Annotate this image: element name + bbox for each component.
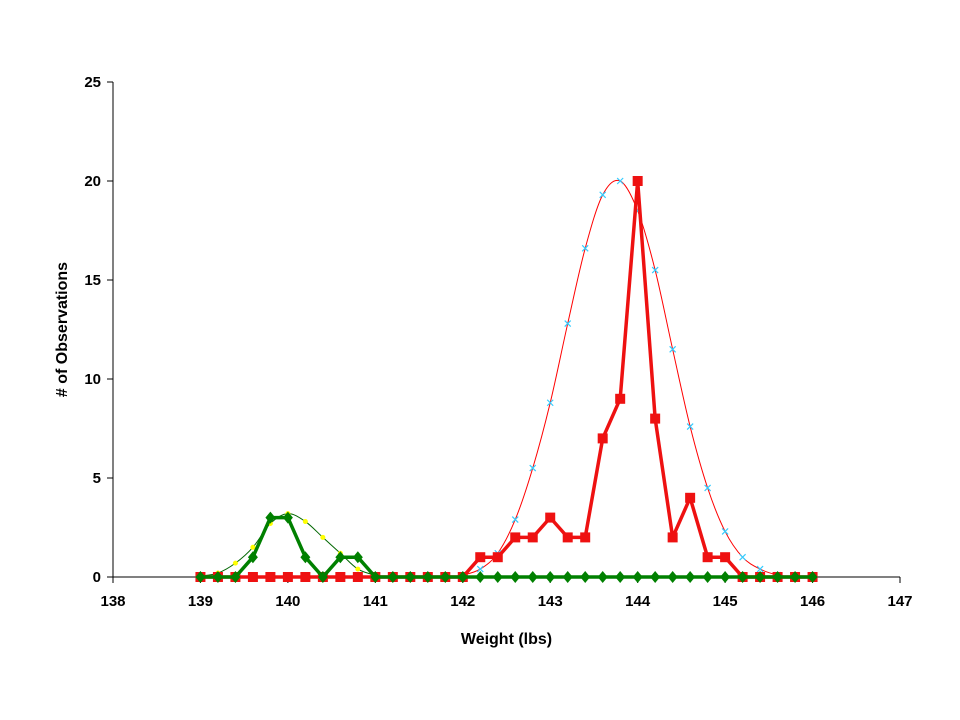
data-point-square (597, 433, 608, 444)
data-point-square (475, 552, 486, 563)
series-layer (195, 176, 818, 583)
data-point-diamond (772, 571, 783, 583)
data-point-diamond (755, 571, 766, 583)
data-point-square (492, 552, 503, 563)
data-point-x (686, 423, 694, 430)
data-point-square (667, 532, 678, 543)
y-axis-title: # of Observations (54, 262, 71, 397)
axes: 0 5 10 15 20 25 138 139 140 141 142 143 144 145 146 147 (84, 74, 912, 610)
data-point-diamond (632, 571, 643, 583)
data-point-diamond (597, 571, 608, 583)
data-point-square (265, 572, 276, 582)
data-point-diamond (317, 571, 328, 583)
y-tick-label: 0 (93, 569, 101, 586)
data-point-diamond (545, 571, 556, 583)
data-point-diamond (230, 571, 241, 583)
data-point-diamond (615, 571, 626, 583)
data-point-square (632, 176, 643, 186)
data-point-diamond (475, 571, 486, 583)
data-point-diamond (685, 571, 696, 583)
data-point-diamond (457, 571, 468, 583)
x-tick-label: 138 (100, 593, 125, 610)
x-tick-label: 141 (363, 593, 388, 610)
data-point-diamond (790, 571, 801, 583)
data-point-diamond (352, 551, 363, 564)
data-point-diamond (300, 551, 311, 564)
data-point-square (562, 532, 573, 543)
data-point-square (650, 413, 661, 424)
data-point-diamond (422, 571, 433, 583)
x-tick-label: 139 (188, 593, 213, 610)
y-tick-label: 20 (84, 173, 101, 190)
x-tick-label: 140 (275, 593, 300, 610)
data-point-square (282, 572, 293, 582)
data-point-x (756, 565, 764, 573)
data-point-x (616, 177, 624, 185)
series-4 (195, 511, 818, 583)
data-point-square (685, 492, 696, 503)
data-point-x (564, 320, 572, 327)
data-point-square (335, 572, 346, 582)
data-point-x (599, 191, 607, 199)
x-axis-title: Weight (lbs) (461, 631, 552, 648)
data-point-x (669, 345, 677, 353)
data-point-diamond (720, 571, 731, 583)
data-point-diamond (667, 571, 678, 583)
data-point-dot (250, 544, 256, 550)
data-point-square (545, 512, 556, 523)
data-point-x (511, 516, 519, 524)
y-tick-label: 15 (84, 272, 101, 289)
data-point-diamond (405, 571, 416, 583)
data-point-square (352, 572, 363, 582)
data-point-dot (302, 519, 308, 525)
x-tick-label: 144 (625, 593, 651, 610)
data-point-diamond (212, 571, 223, 583)
data-point-diamond (702, 571, 713, 583)
data-point-diamond (247, 551, 258, 564)
data-point-square (615, 393, 626, 404)
x-tick-label: 147 (887, 593, 912, 610)
data-point-x (546, 399, 554, 407)
data-point-x (651, 266, 659, 274)
data-point-square (702, 552, 713, 563)
data-point-diamond (527, 571, 538, 583)
data-point-diamond (282, 511, 293, 524)
y-tick-label: 5 (93, 470, 101, 487)
data-point-diamond (737, 571, 748, 583)
data-point-diamond (510, 571, 521, 583)
y-tick-label: 10 (84, 371, 101, 388)
data-point-diamond (265, 511, 276, 524)
x-tick-label: 142 (450, 593, 475, 610)
data-point-diamond (370, 571, 381, 583)
data-point-square (247, 572, 258, 582)
data-point-diamond (335, 551, 346, 564)
data-point-diamond (650, 571, 661, 583)
data-point-square (300, 572, 311, 582)
data-point-square (510, 532, 521, 543)
data-point-x (529, 464, 537, 472)
data-point-dot (232, 560, 238, 566)
data-point-diamond (440, 571, 451, 583)
data-point-dot (320, 534, 326, 540)
data-point-diamond (807, 571, 818, 583)
x-tick-label: 146 (800, 593, 825, 610)
data-point-diamond (562, 571, 573, 583)
data-point-x (721, 528, 729, 535)
data-point-diamond (387, 571, 398, 583)
data-point-x (476, 565, 484, 573)
data-point-diamond (195, 571, 206, 583)
y-tick-label: 25 (84, 74, 101, 91)
x-tick-label: 143 (538, 593, 563, 610)
data-point-x (581, 244, 589, 252)
data-point-dot (355, 566, 361, 572)
x-tick-label: 145 (713, 593, 738, 610)
data-point-diamond (492, 571, 503, 583)
data-point-x (704, 484, 712, 492)
data-point-square (580, 532, 591, 543)
data-point-x (739, 553, 747, 561)
data-point-square (720, 552, 731, 563)
data-point-diamond (580, 571, 591, 583)
data-point-square (527, 532, 538, 543)
